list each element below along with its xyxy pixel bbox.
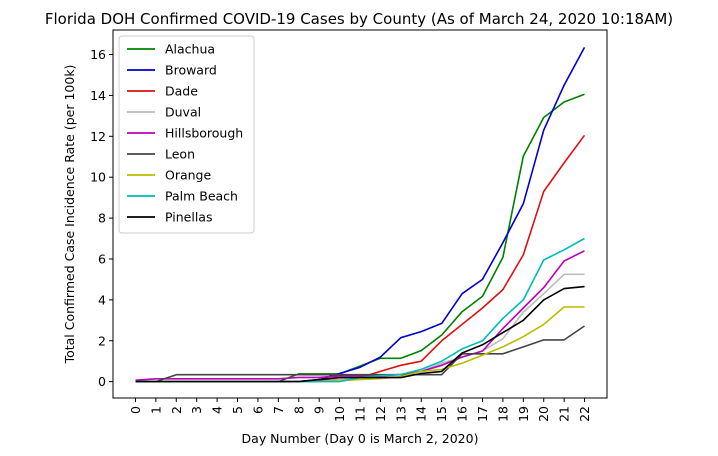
x-axis-label: Day Number (Day 0 is March 2, 2020) <box>242 431 479 446</box>
y-tick-label: 14 <box>90 88 106 103</box>
x-tick-label: 21 <box>557 406 572 422</box>
legend-entry: Pinellas <box>165 210 212 225</box>
y-tick-label: 4 <box>98 292 106 307</box>
legend-entry: Palm Beach <box>165 189 238 204</box>
y-tick-label: 2 <box>98 333 106 348</box>
x-tick-label: 7 <box>271 406 286 414</box>
x-tick-label: 15 <box>434 406 449 422</box>
x-tick-label: 20 <box>536 406 551 422</box>
x-tick-label: 17 <box>475 406 490 422</box>
x-tick-label: 22 <box>577 406 592 422</box>
legend-entry: Leon <box>165 147 195 162</box>
y-tick-label: 12 <box>90 129 106 144</box>
legend-entry: Duval <box>165 105 201 120</box>
y-tick-label: 0 <box>98 374 106 389</box>
legend-entry: Broward <box>165 63 217 78</box>
series-line-palm-beach <box>135 237 585 383</box>
legend-entry: Hillsborough <box>165 126 243 141</box>
chart-title: Florida DOH Confirmed COVID-19 Cases by … <box>45 10 673 28</box>
legend-box <box>118 35 255 234</box>
y-tick-label: 8 <box>98 211 106 226</box>
x-tick-label: 0 <box>128 406 143 414</box>
series-line-leon <box>135 325 585 383</box>
x-tick-label: 2 <box>169 406 184 414</box>
x-tick-label: 5 <box>230 406 245 414</box>
plot-area <box>135 47 586 383</box>
legend-entry: Orange <box>165 168 211 183</box>
y-tick-label: 16 <box>90 47 106 62</box>
x-tick-label: 6 <box>250 406 265 414</box>
legend-entry: Alachua <box>165 42 215 57</box>
x-tick-label: 19 <box>516 406 531 422</box>
x-tick-label: 13 <box>393 406 408 422</box>
x-tick-label: 4 <box>210 406 225 414</box>
x-tick-label: 16 <box>455 406 470 422</box>
series-line-orange <box>135 306 585 383</box>
legend-entry: Dade <box>165 84 198 99</box>
x-tick-label: 11 <box>353 406 368 422</box>
y-tick-label: 6 <box>98 251 106 266</box>
series-line-hillsborough <box>135 250 585 381</box>
y-tick-label: 10 <box>90 170 106 185</box>
x-tick-label: 3 <box>189 406 204 414</box>
x-tick-label: 12 <box>373 406 388 422</box>
x-tick-label: 14 <box>414 406 429 422</box>
x-tick-label: 18 <box>495 406 510 422</box>
x-tick-label: 10 <box>332 406 347 422</box>
x-tick-label: 8 <box>291 406 306 414</box>
y-axis-label: Total Confirmed Case Incidence Rate (per… <box>62 65 77 365</box>
series-line-pinellas <box>135 285 585 383</box>
x-axis: 0 1 2 3 4 5 6 7 8 9 10 11 12 13 14 15 16 17 18 19 20 21 22 <box>128 398 592 422</box>
legend: Alachua Broward Dade Duval Hillsborough Leon O… <box>118 35 255 234</box>
x-tick-label: 9 <box>312 406 327 414</box>
x-tick-label: 1 <box>148 406 163 414</box>
y-axis: 0 2 4 6 8 10 12 14 16 <box>90 47 113 389</box>
